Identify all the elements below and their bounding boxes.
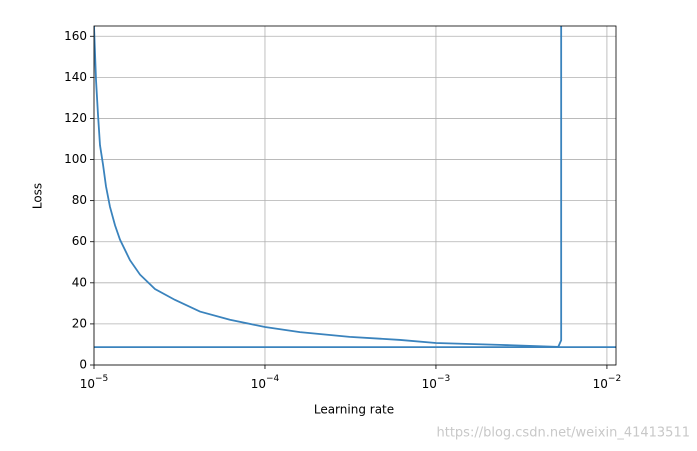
x-tick-label: 10−2: [593, 374, 622, 391]
watermark: https://blog.csdn.net/weixin_41413511: [436, 426, 690, 441]
y-tick-label: 80: [72, 193, 87, 207]
x-tick-label: 10−4: [251, 374, 280, 391]
y-tick-label: 60: [72, 234, 87, 248]
loss-line: [94, 26, 563, 348]
y-tick-label: 140: [64, 70, 87, 84]
y-tick-label: 100: [64, 152, 87, 166]
y-tick-label: 160: [64, 29, 87, 43]
y-tick-label: 120: [64, 111, 87, 125]
x-axis-label: Learning rate: [314, 403, 394, 417]
y-axis-label: Loss: [31, 183, 45, 209]
x-tick-label: 10−5: [80, 374, 109, 391]
plot-frame: [93, 25, 617, 366]
y-tick-label: 40: [72, 275, 87, 289]
y-tick-label: 20: [72, 316, 87, 330]
y-tick-label: 0: [79, 358, 87, 372]
x-tick-label: 10−3: [422, 374, 451, 391]
